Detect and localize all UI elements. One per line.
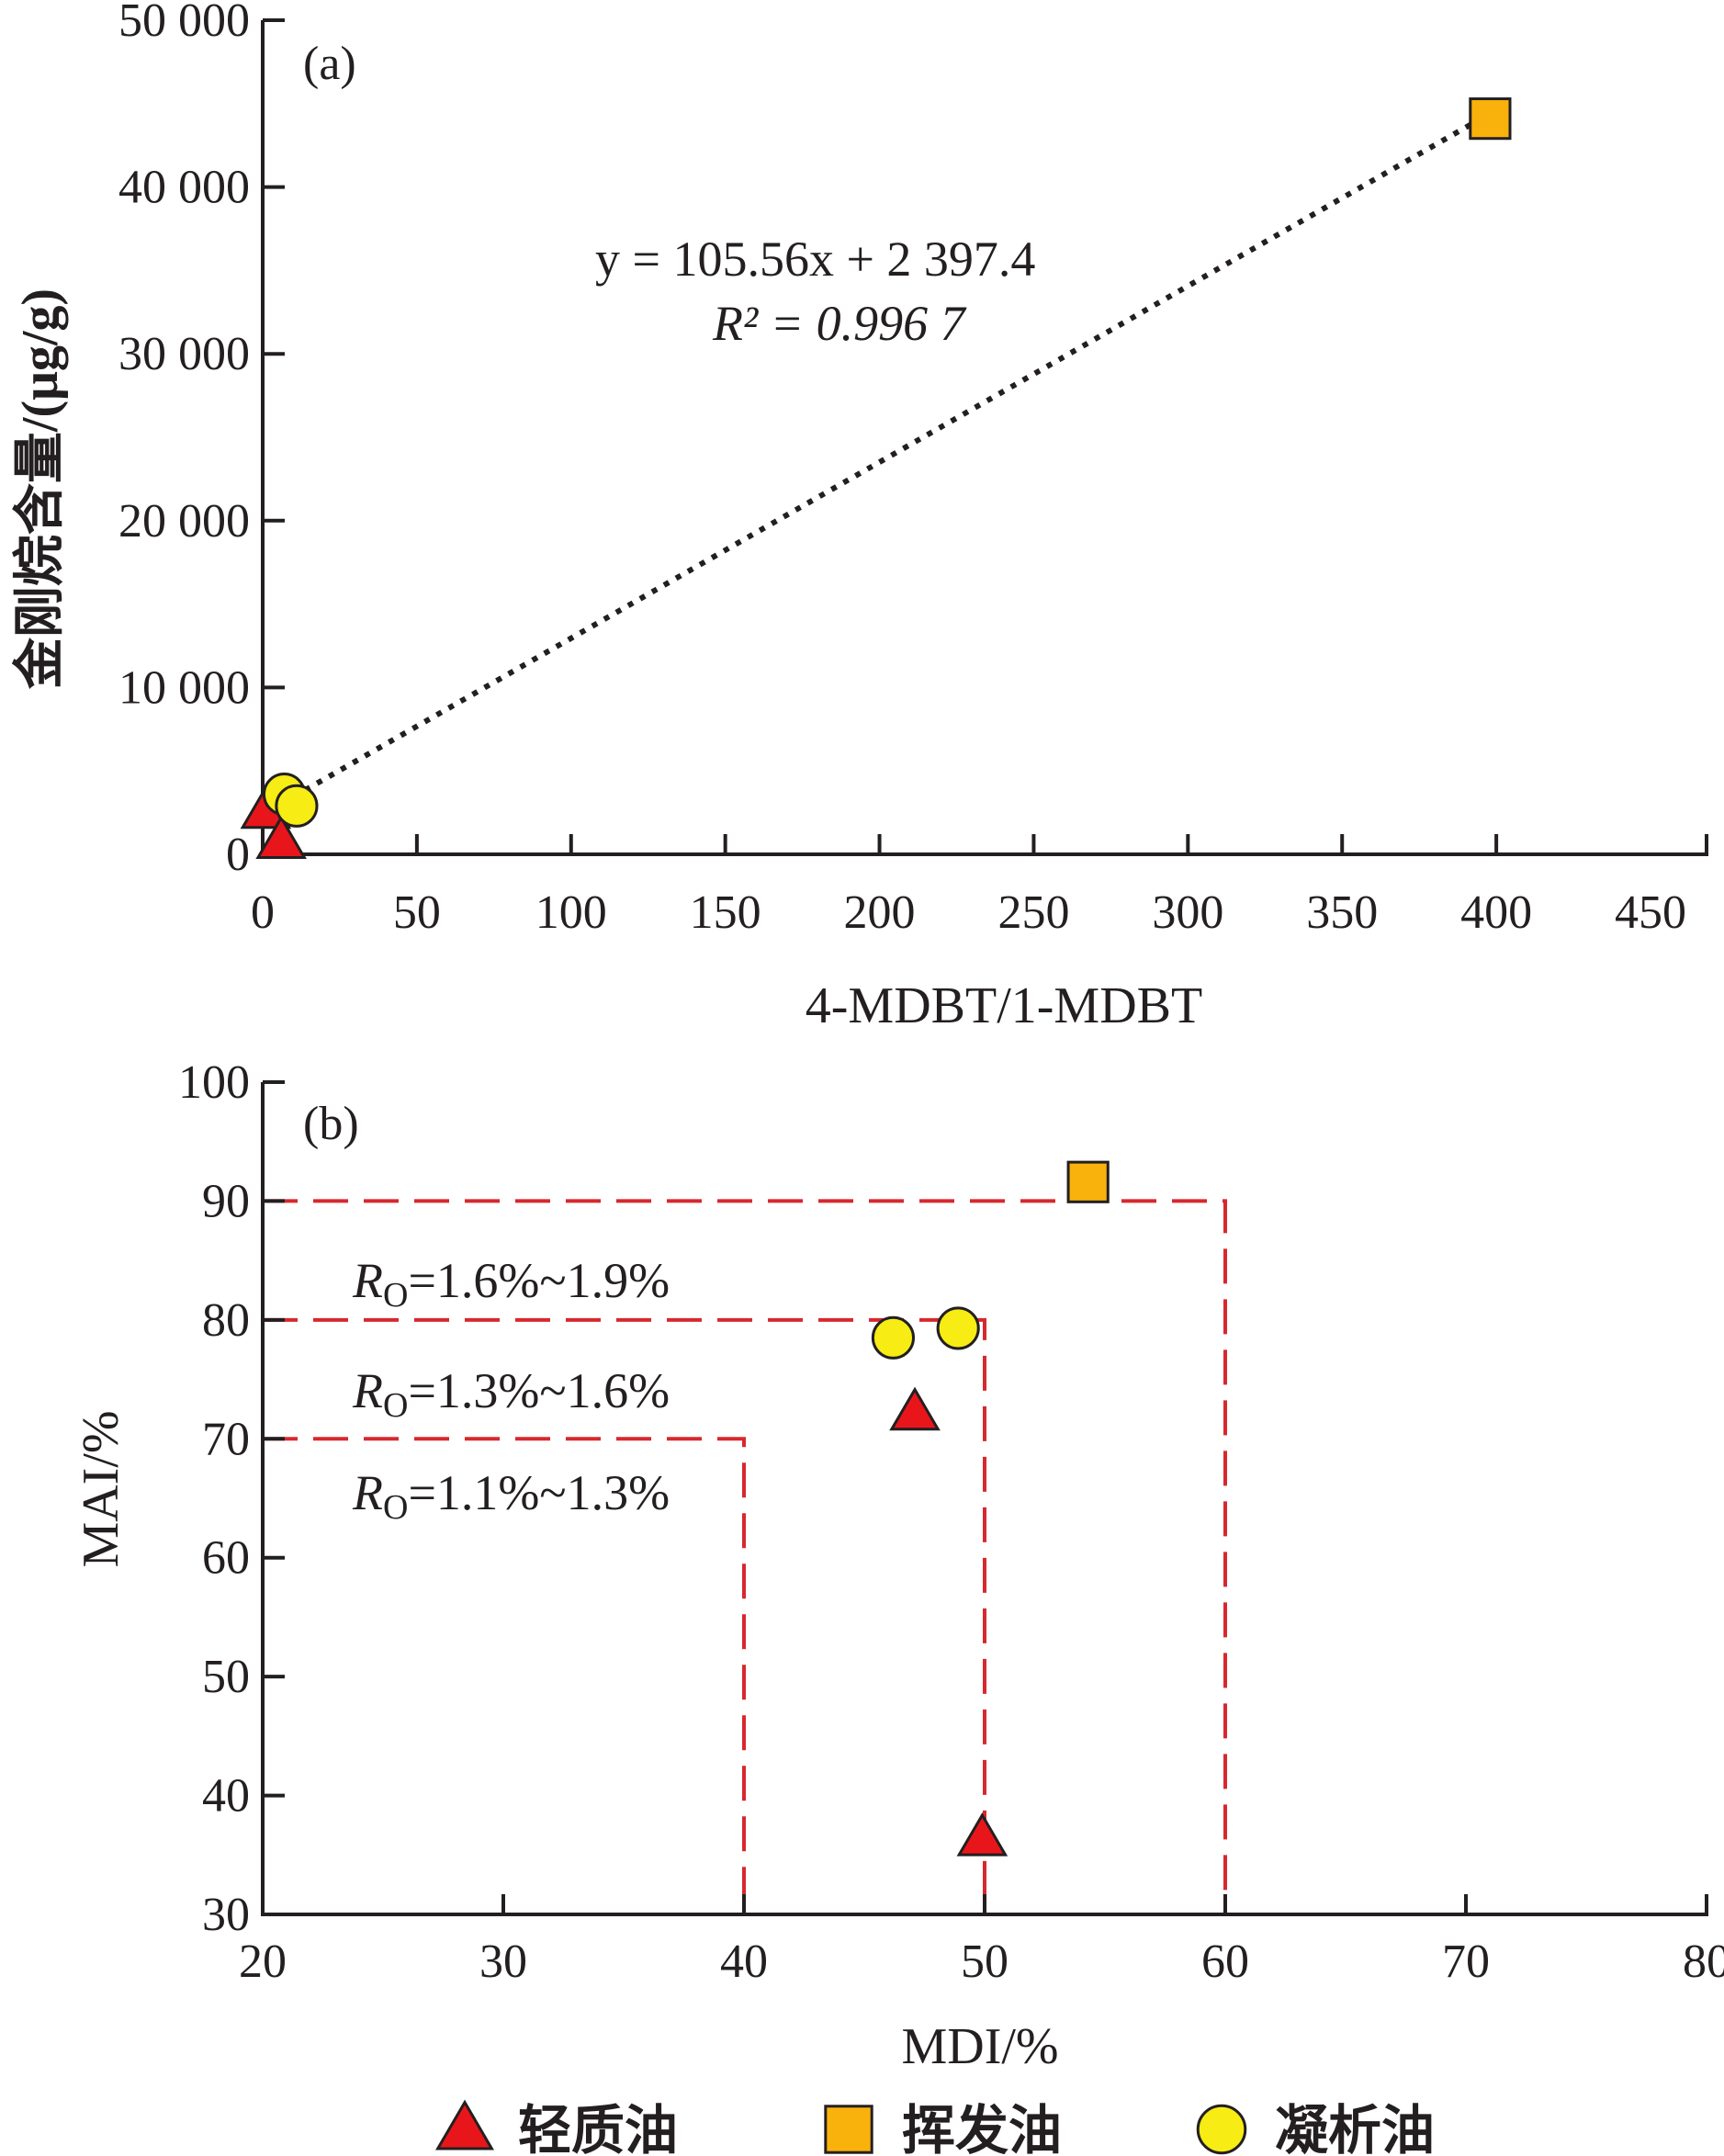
x-tick-label: 0 — [251, 886, 275, 939]
y-tick-label: 40 — [202, 1770, 250, 1823]
y-tick-label: 80 — [202, 1294, 250, 1347]
zone-label: RO=1.6%~1.9% — [352, 1253, 670, 1315]
x-tick-label: 50 — [393, 886, 441, 939]
y-tick-label: 10 000 — [118, 661, 250, 714]
x-tick-label: 300 — [1152, 886, 1223, 939]
y-tick-label: 30 000 — [118, 328, 250, 380]
regression-r2: R² = 0.996 7 — [712, 296, 967, 351]
legend-circle-icon — [1196, 2104, 1247, 2155]
data-point-circle — [936, 1306, 980, 1350]
x-tick-label: 80 — [1683, 1936, 1724, 1988]
x-tick-label: 200 — [844, 886, 916, 939]
y-tick-label: 90 — [202, 1175, 250, 1227]
y-tick-label: 70 — [202, 1413, 250, 1465]
panel-b-y-axis-title: MAI/% — [73, 1410, 130, 1567]
legend-label: 挥发油 — [902, 2101, 1062, 2156]
panel-b-x-axis-title: MDI/% — [901, 2018, 1058, 2075]
legend-square-icon — [824, 2105, 873, 2154]
maturity-threshold-line — [263, 1199, 1227, 1914]
panel-a-label: (a) — [303, 38, 356, 90]
maturity-threshold-line — [263, 1437, 746, 1914]
x-tick-label: 100 — [535, 886, 607, 939]
x-tick-label: 450 — [1615, 886, 1686, 939]
panel-a-points — [240, 97, 1512, 859]
legend: 轻质油 挥发油 凝析油 — [434, 2099, 1435, 2156]
y-tick-label: 100 — [178, 1056, 250, 1109]
x-tick-label: 50 — [961, 1936, 1008, 1988]
data-point-triangle — [255, 815, 307, 859]
x-tick-label: 30 — [479, 1936, 527, 1988]
panel-b-threshold-lines — [263, 1199, 1227, 1914]
x-tick-label: 40 — [720, 1936, 768, 1988]
x-tick-label: 350 — [1306, 886, 1378, 939]
legend-label: 凝析油 — [1275, 2101, 1435, 2156]
x-tick-label: 250 — [997, 886, 1069, 939]
data-point-square — [1469, 97, 1512, 141]
data-point-circle — [275, 784, 319, 828]
panel-b-zone-labels: RO=1.6%~1.9% RO=1.3%~1.6% RO=1.1%~1.3% — [352, 1253, 670, 1527]
y-tick-label: 50 000 — [118, 0, 250, 47]
regression-equation: y = 105.56x + 2 397.4 — [595, 231, 1035, 287]
data-point-circle — [871, 1315, 916, 1360]
x-tick-label: 150 — [690, 886, 761, 939]
maturity-threshold-line — [263, 1317, 986, 1914]
legend-triangle-icon — [434, 2099, 495, 2150]
panel-a-axes: 0 50 100 150 200 250 300 350 400 450 0 10 000 20 000… — [118, 0, 1708, 939]
trendline — [279, 110, 1492, 807]
x-tick-label: 70 — [1442, 1936, 1490, 1988]
axis-lines — [261, 20, 1708, 856]
zone-label: RO=1.3%~1.6% — [352, 1363, 670, 1425]
panel-a-x-axis-title: 4-MDBT/1-MDBT — [806, 977, 1202, 1034]
panel-a-y-axis-title: 金刚烷含量/(μg/g) — [12, 288, 69, 690]
panel-a-trendline-layer — [279, 110, 1492, 807]
y-tick-label: 50 — [202, 1651, 250, 1703]
x-tick-label: 400 — [1460, 886, 1532, 939]
y-tick-label: 30 — [202, 1889, 250, 1941]
x-tick-label: 60 — [1201, 1936, 1249, 1988]
zone-label: RO=1.1%~1.3% — [352, 1465, 670, 1527]
data-point-triangle — [956, 1812, 1008, 1857]
x-tick-label: 20 — [239, 1936, 287, 1988]
panel-a-chart: 0 50 100 150 200 250 300 350 400 450 0 10 000 20 000… — [12, 0, 1708, 1034]
panel-b-points — [871, 1160, 1110, 1857]
data-point-triangle — [889, 1386, 941, 1431]
y-tick-label: 40 000 — [118, 162, 250, 214]
y-tick-label: 60 — [202, 1532, 250, 1585]
legend-label: 轻质油 — [518, 2101, 678, 2156]
y-tick-label: 20 000 — [118, 495, 250, 547]
y-tick-label: 0 — [226, 829, 250, 881]
data-point-square — [1066, 1160, 1110, 1203]
panel-b-label: (b) — [303, 1098, 359, 1150]
